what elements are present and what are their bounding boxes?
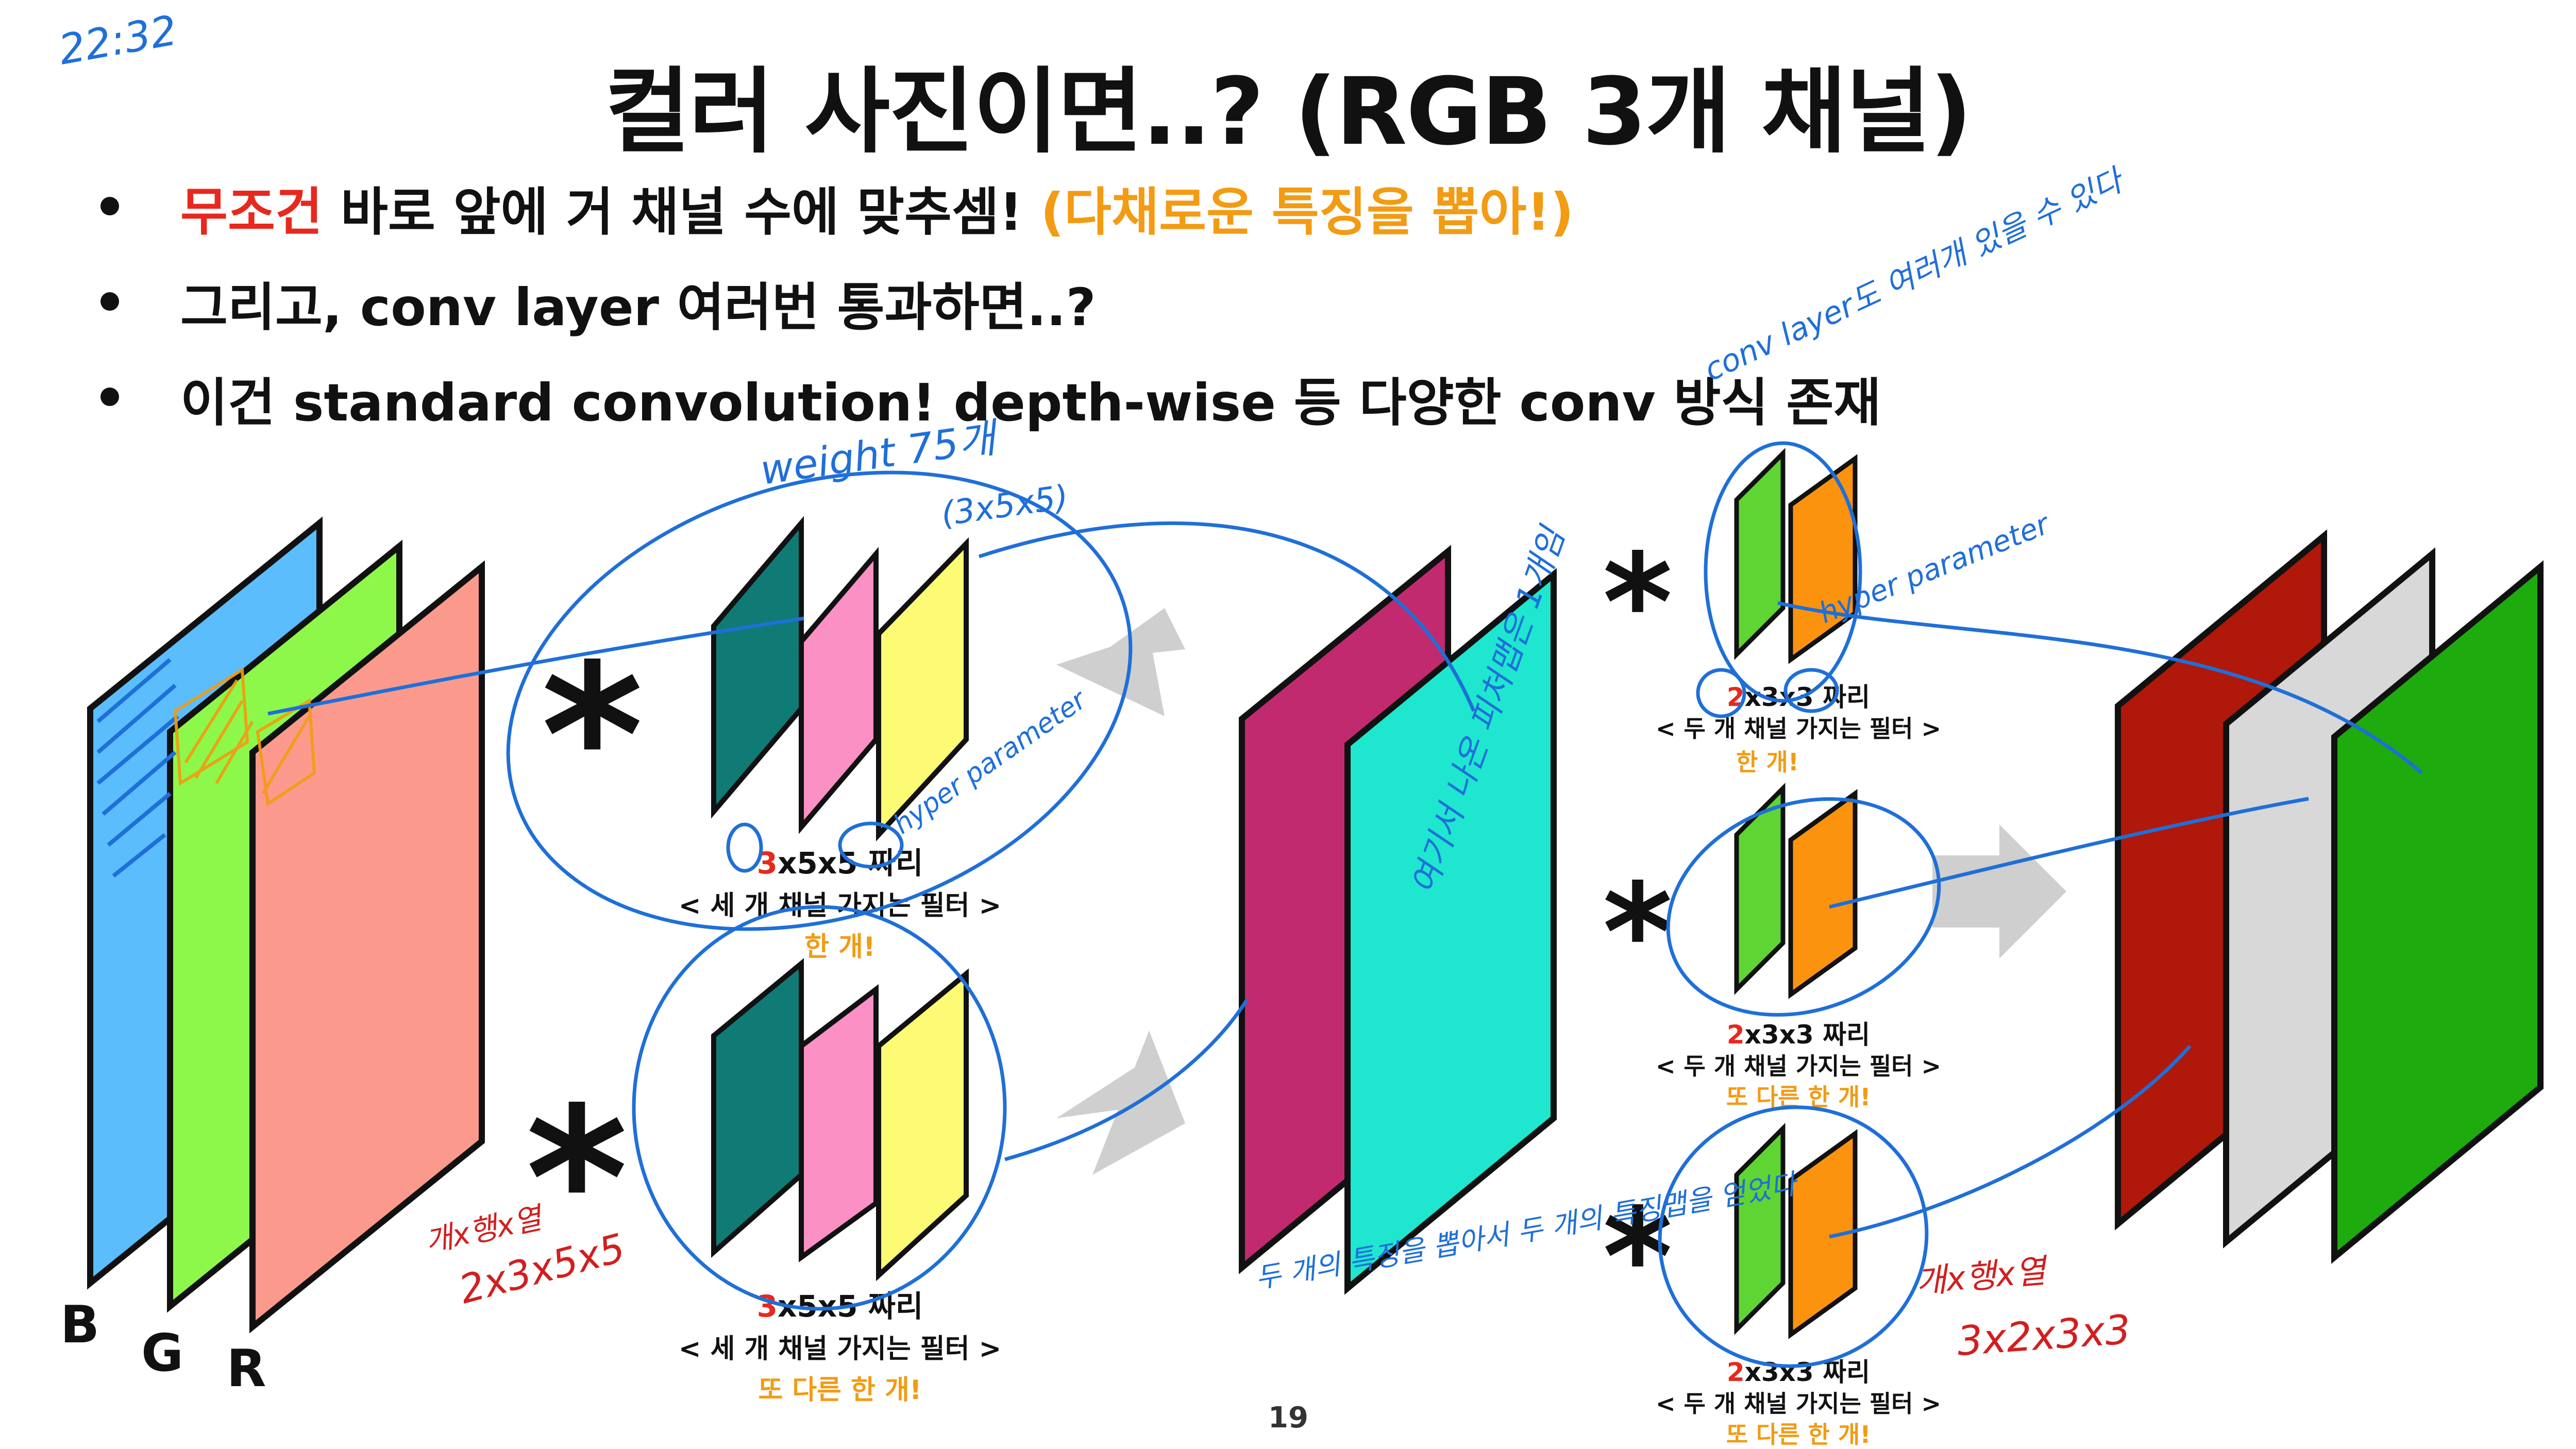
arrow-icon [1092, 608, 1185, 660]
bullet-dot-icon [100, 197, 119, 215]
filter-3x5x5-top [711, 516, 969, 841]
filter-top-count: 한 개! [804, 932, 875, 963]
highlight-circle [838, 821, 904, 869]
flow-arrow [1777, 601, 2423, 774]
right-arrow-icon [1932, 824, 2066, 958]
filter-circle [1666, 797, 1941, 1017]
label-r: R [226, 1338, 266, 1399]
filter-slice-1 [711, 516, 804, 819]
flow-arrow [1829, 1044, 2192, 1239]
feature-map-2 [1344, 568, 1557, 1295]
bullet-body: 바로 앞에 거 채널 수에 맞추셈! [323, 182, 1041, 242]
asterisk-icon: * [526, 1065, 628, 1293]
filter-slice-3 [876, 968, 969, 1282]
asterisk-icon: * [1603, 855, 1673, 1011]
small-filter-2-desc: < 두 개 채널 가지는 필터 > [1656, 1052, 1941, 1080]
gray-arrows [1056, 608, 2066, 1175]
output-feature-maps [2115, 529, 2544, 1264]
filter-slice-2 [799, 984, 879, 1262]
bullet-dot-icon [100, 292, 119, 311]
highlight-circle [726, 822, 763, 873]
note-weight-sub: (3x5x5) [939, 478, 1071, 534]
filter-circle [1658, 1105, 1929, 1368]
flow-arrow [1004, 999, 1249, 1161]
small-filter-1 [1734, 448, 1858, 664]
small-filter-1-count: 한 개! [1736, 748, 1799, 776]
emphasis-orange: (다채로운 특징을 뽑아!) [1040, 182, 1574, 242]
receptive-field-scribble [173, 667, 316, 807]
bullet-dot-icon [100, 387, 119, 406]
asterisk-icon: * [541, 622, 644, 850]
note-matrix-2-value: 3x2x3x3 [1956, 1307, 2132, 1365]
input-channels [87, 516, 485, 1334]
label-b: B [60, 1294, 99, 1355]
input-scribble [96, 658, 179, 878]
flow-arrow [978, 521, 1476, 712]
filter-bottom-desc: < 세 개 채널 가지는 필터 > [679, 1334, 1001, 1364]
slide-title: 컬러 사진이면..? (RGB 3개 채널) [604, 58, 1973, 166]
note-weight: weight 75개 [757, 415, 1002, 494]
filter-circle [1704, 441, 1862, 703]
filter-slice-2 [1788, 1129, 1858, 1339]
small-filter-1-desc: < 두 개 채널 가지는 필터 > [1656, 715, 1941, 743]
bullet-body: 그리고, conv layer 여러번 통과하면..? [180, 277, 1096, 338]
small-filter-3-desc: < 두 개 채널 가지는 필터 > [1656, 1390, 1941, 1418]
filter-circle [632, 905, 1007, 1311]
filter-circle [506, 470, 1133, 931]
handwritten-strokes [267, 441, 2423, 1368]
filter-top-desc: < 세 개 채널 가지는 필터 > [679, 890, 1001, 921]
pointer-line [267, 616, 804, 716]
small-filter-3-count: 또 다른 한 개! [1726, 1421, 1871, 1448]
bullet-text: 무조건 바로 앞에 거 채널 수에 맞추셈! (다채로운 특징을 뽑아!) [180, 170, 1574, 245]
bullet-body: 이건 standard convolution! depth-wise 등 다양… [180, 373, 1881, 433]
filter-slice-2 [1788, 789, 1858, 999]
page-number: 19 [1268, 1401, 1308, 1435]
filter-slice-2 [1788, 454, 1858, 664]
filter-slice-1 [1734, 448, 1786, 660]
highlight-circle [1696, 668, 1746, 718]
filter-slice-2 [799, 547, 879, 834]
handwritten-timestamp: 22:32 [55, 6, 180, 74]
asterisk-icon: * [1603, 526, 1673, 681]
note-conv-layer-many: conv layer도 여러개 있을 수 있다 [1699, 161, 2131, 388]
filter-slice-3 [876, 537, 969, 841]
feature-maps-2ch [1239, 545, 1557, 1295]
small-filter-2-size: 2x3x3 짜리 [1727, 1020, 1870, 1050]
label-g: G [141, 1323, 183, 1383]
small-filter-2 [1734, 783, 1858, 999]
small-filter-3-size: 2x3x3 짜리 [1727, 1357, 1870, 1387]
emphasis-red: 무조건 [180, 182, 323, 242]
filter-slice-1 [711, 958, 804, 1258]
small-filter-3 [1734, 1123, 1858, 1339]
filter-3x5x5-bottom [711, 958, 969, 1282]
filter-bottom-count: 또 다른 한 개! [758, 1375, 921, 1406]
filter-slice-1 [1734, 783, 1786, 995]
conv-symbols: * * * * * [526, 526, 1673, 1336]
channel-r-plane [249, 560, 485, 1334]
flow-arrow [1829, 797, 2309, 909]
highlight-circle [1783, 668, 1839, 713]
filter-slice-1 [1734, 1123, 1786, 1335]
output-map-3 [2331, 560, 2544, 1264]
note-matrix-2: 개x행x열 [1914, 1252, 2050, 1302]
